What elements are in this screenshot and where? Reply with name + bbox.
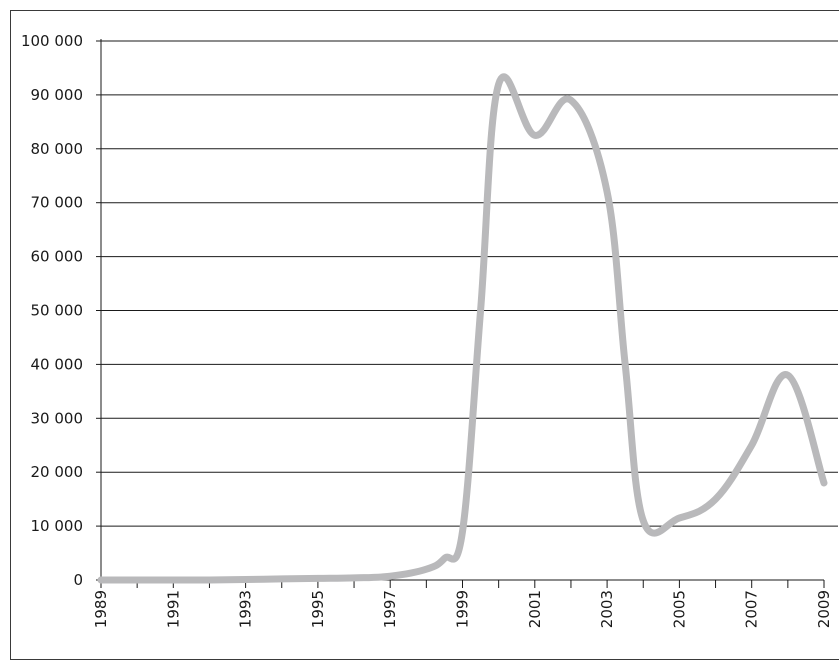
- y-tick-label-20000: 20 000: [31, 463, 84, 481]
- data-point-1998.5: [442, 556, 446, 560]
- y-tick-label-90000: 90 000: [31, 86, 84, 104]
- data-point-1998: [424, 567, 428, 571]
- data-point-2001: [533, 133, 537, 137]
- x-tick-label-1993: 1993: [237, 590, 255, 628]
- data-point-2007: [750, 443, 754, 447]
- y-tick-label-30000: 30 000: [31, 409, 84, 427]
- x-tick-label-1997: 1997: [381, 590, 399, 628]
- data-point-1997: [388, 574, 392, 578]
- x-tick-label-2003: 2003: [598, 590, 616, 628]
- data-point-1999: [461, 529, 465, 533]
- data-point-2003.5: [623, 362, 627, 366]
- data-point-1996: [352, 576, 356, 580]
- data-point-1992: [207, 578, 211, 582]
- data-point-2004: [641, 519, 645, 523]
- data-point-1990: [135, 578, 139, 582]
- x-tick-label-1989: 1989: [92, 590, 110, 628]
- y-tick-label-60000: 60 000: [31, 248, 84, 266]
- y-tick-label-50000: 50 000: [31, 302, 84, 320]
- data-point-2006: [714, 497, 718, 501]
- data-point-1995: [316, 576, 320, 580]
- y-tick-label-0: 0: [73, 571, 83, 589]
- x-tick-label-1995: 1995: [309, 590, 327, 628]
- y-tick-label-80000: 80 000: [31, 140, 84, 158]
- data-point-2008: [786, 373, 790, 377]
- x-tick-label-1991: 1991: [164, 590, 182, 628]
- series-line: [97, 73, 828, 584]
- data-point-2009: [822, 481, 826, 485]
- data-point-1991: [171, 578, 175, 582]
- data-point-2000: [497, 82, 501, 86]
- x-tick-label-2005: 2005: [670, 590, 688, 628]
- data-point-1993: [244, 577, 248, 581]
- y-tick-label-10000: 10 000: [31, 517, 84, 535]
- x-tick-label-2009: 2009: [815, 590, 833, 628]
- y-tick-label-100000: 100 000: [21, 32, 83, 50]
- y-tick-label-40000: 40 000: [31, 355, 84, 373]
- data-point-2003: [605, 190, 609, 194]
- data-point-1999.5: [479, 309, 483, 313]
- data-point-2002: [569, 98, 573, 102]
- data-point-1994: [280, 577, 284, 581]
- x-tick-label-1999: 1999: [454, 590, 472, 628]
- data-point-2005: [677, 516, 681, 520]
- x-tick-label-2001: 2001: [526, 590, 544, 628]
- data-point-1989: [99, 578, 103, 582]
- y-tick-label-70000: 70 000: [31, 194, 84, 212]
- x-tick-label-2007: 2007: [743, 590, 761, 628]
